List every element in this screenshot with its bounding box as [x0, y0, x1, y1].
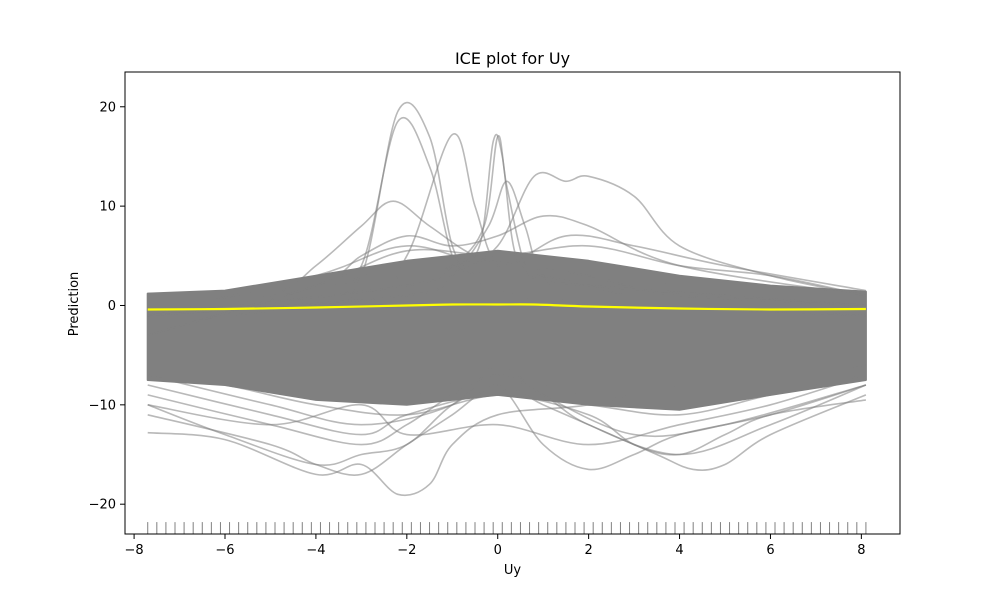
ice-curve [147, 384, 867, 476]
average-line [147, 303, 866, 311]
ice-curve [147, 135, 866, 317]
plot-area [146, 102, 867, 534]
ice-curve [147, 364, 867, 399]
ice-curve [147, 364, 867, 438]
y-tick-label: −10 [89, 398, 116, 413]
x-tick-label: −8 [125, 543, 144, 558]
y-axis-label: Prediction [67, 272, 82, 337]
x-axis-label: Uy [504, 563, 522, 578]
x-tick-label: 8 [857, 543, 865, 558]
ice-curve [147, 234, 867, 317]
ice-curve [147, 374, 867, 446]
x-tick-label: −4 [306, 543, 325, 558]
x-tick-label: 6 [766, 543, 774, 558]
ice-lines [147, 102, 867, 497]
y-tick-label: 10 [99, 200, 116, 215]
x-tick-label: 2 [584, 543, 592, 558]
ice-curve [147, 264, 866, 302]
x-tick-label: −2 [397, 543, 416, 558]
ice-curve [147, 374, 867, 416]
x-axis: −8 −6 −4 −2 0 2 4 6 8 [125, 534, 866, 558]
y-axis: −20 −10 0 10 20 [89, 100, 125, 513]
ice-curve [147, 364, 866, 497]
ice-curve [147, 171, 867, 317]
plot-frame [124, 71, 901, 535]
ice-curve [147, 200, 866, 317]
chart-title: ICE plot for Uy [455, 49, 570, 68]
x-tick-label: −6 [215, 543, 234, 558]
y-tick-label: −20 [89, 498, 116, 513]
rug-ticks [147, 522, 867, 534]
x-tick-label: 0 [494, 543, 502, 558]
ice-curve [147, 259, 866, 297]
ice-curve [147, 133, 866, 327]
y-tick-label: 0 [108, 299, 116, 314]
y-tick-label: 20 [99, 100, 116, 115]
x-tick-label: 4 [675, 543, 683, 558]
